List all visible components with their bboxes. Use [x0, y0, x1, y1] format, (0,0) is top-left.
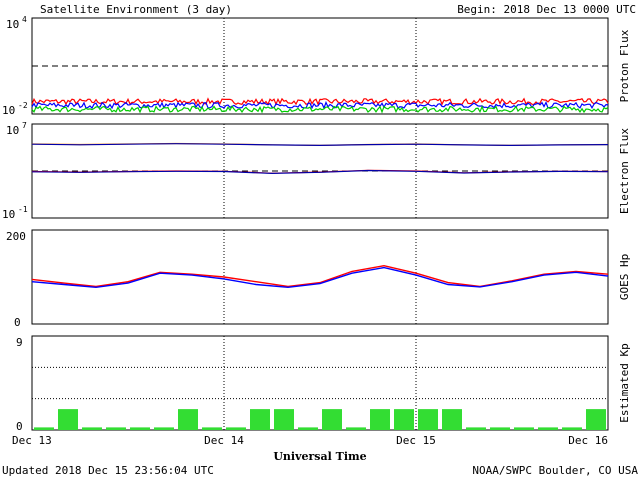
- electron-ytick-top: 10 7: [6, 121, 27, 137]
- kp-ylabel: Estimated Kp: [618, 343, 631, 422]
- kp-bar: [370, 409, 390, 430]
- proton-series-2: [31, 105, 609, 114]
- svg-text:10: 10: [2, 104, 15, 117]
- goes-hp-ytick-top: 200: [6, 230, 26, 243]
- kp-bar: [274, 409, 294, 430]
- kp-panel: [31, 335, 609, 431]
- kp-bar: [418, 409, 438, 430]
- electron-ytick-bottom: 10 -1: [2, 205, 28, 221]
- kp-bar: [130, 427, 150, 430]
- day-separator-lines: [223, 18, 417, 430]
- kp-bar: [514, 427, 534, 430]
- kp-bar: [202, 427, 222, 430]
- proton-series-0: [31, 97, 609, 106]
- kp-bar: [442, 409, 462, 430]
- kp-bar: [106, 427, 126, 430]
- kp-bar: [298, 427, 318, 430]
- svg-text:10: 10: [6, 18, 19, 31]
- kp-bar: [346, 427, 366, 430]
- kp-bar: [562, 427, 582, 430]
- updated-time: Updated 2018 Dec 15 23:56:04 UTC: [2, 464, 214, 477]
- kp-bar: [538, 427, 558, 430]
- goes-hp-series-1: [31, 266, 609, 289]
- x-tick-label: Dec 15: [396, 434, 436, 447]
- kp-bar: [154, 427, 174, 430]
- x-tick-label: Dec 13: [12, 434, 52, 447]
- kp-bar: [34, 427, 54, 430]
- proton-ytick-bottom: 10 -2: [2, 101, 28, 117]
- kp-bar: [226, 427, 246, 430]
- series-layer: [31, 65, 609, 430]
- chart-title: Satellite Environment (3 day): [40, 3, 232, 16]
- kp-bar: [490, 427, 510, 430]
- x-tick-labels: Dec 13 Dec 14 Dec 15 Dec 16: [12, 434, 608, 447]
- goes-hp-ytick-bottom: 0: [14, 316, 21, 329]
- proton-ytick-top: 10 4: [6, 15, 27, 31]
- credit-text: NOAA/SWPC Boulder, CO USA: [472, 464, 638, 477]
- x-axis-label: Universal Time: [273, 450, 366, 463]
- svg-text:7: 7: [22, 121, 27, 130]
- kp-bar: [178, 409, 198, 430]
- kp-ytick-bottom: 0: [16, 420, 23, 433]
- kp-bar: [394, 409, 414, 430]
- electron-panel: [31, 123, 609, 219]
- x-tick-label: Dec 16: [568, 434, 608, 447]
- kp-bar: [322, 409, 342, 430]
- electron-ylabel: Electron Flux: [618, 128, 631, 214]
- begin-time: Begin: 2018 Dec 13 0000 UTC: [457, 3, 636, 16]
- svg-text:-2: -2: [18, 101, 28, 110]
- svg-text:10: 10: [2, 208, 15, 221]
- svg-text:-1: -1: [18, 205, 28, 214]
- goes-hp-series-0: [31, 264, 609, 288]
- electron-series-1: [31, 143, 609, 147]
- goes-hp-panel: [31, 229, 609, 325]
- electron-series-3: [31, 169, 609, 175]
- svg-text:4: 4: [22, 15, 27, 24]
- kp-bar: [58, 409, 78, 430]
- kp-bar: [82, 427, 102, 430]
- kp-bar: [586, 409, 606, 430]
- kp-ytick-top: 9: [16, 336, 23, 349]
- proton-ylabel: Proton Flux: [618, 29, 631, 102]
- kp-bar: [466, 427, 486, 430]
- proton-series-1: [31, 100, 609, 110]
- goes-hp-ylabel: GOES Hp: [618, 254, 631, 300]
- x-tick-label: Dec 14: [204, 434, 244, 447]
- kp-bar: [250, 409, 270, 430]
- svg-text:10: 10: [6, 124, 19, 137]
